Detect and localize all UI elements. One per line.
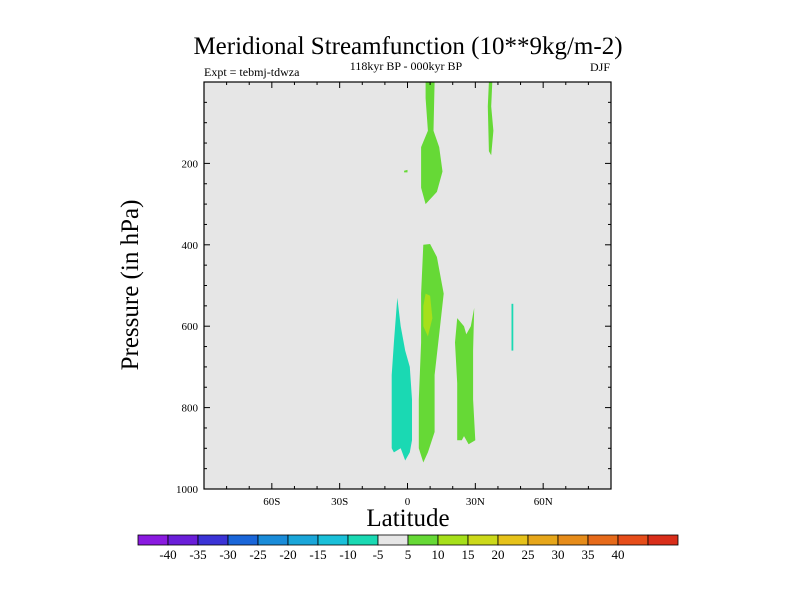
colorbar-label: 35 — [582, 547, 595, 562]
contour-region-sh-lower-negative — [391, 297, 412, 461]
colorbar-swatch — [377, 534, 409, 546]
x-axis-label: Latitude — [366, 505, 449, 532]
x-tick-label: 60N — [534, 496, 553, 508]
chart-title: Meridional Streamfunction (10**9kg/m-2) — [193, 33, 622, 60]
experiment-label: Expt = tebmj-tdwza — [204, 65, 300, 79]
colorbar-swatch — [227, 534, 259, 546]
colorbar-swatch — [257, 534, 289, 546]
colorbar-swatch — [137, 534, 169, 546]
y-axis-ticks: 200 400 600 800 1000 — [176, 81, 611, 496]
colorbar-swatch — [557, 534, 589, 546]
x-tick-label: 60S — [263, 496, 280, 508]
colorbar-label: -25 — [249, 547, 266, 562]
colorbar-label: -30 — [219, 547, 236, 562]
season-label: DJF — [590, 60, 610, 74]
x-tick-label: 0 — [405, 496, 411, 508]
contour-regions — [391, 82, 514, 463]
colorbar-swatch — [167, 534, 199, 546]
colorbar-label: -10 — [339, 547, 356, 562]
colorbar-swatch — [467, 534, 499, 546]
contour-region-upper-small-positive — [487, 82, 494, 156]
contour-region-nh-thin-negative — [511, 303, 514, 351]
y-tick-label: 600 — [182, 321, 199, 333]
colorbar-label: 25 — [522, 547, 535, 562]
y-tick-label: 200 — [182, 158, 199, 170]
x-tick-label: 30S — [331, 496, 348, 508]
colorbar-label: 5 — [405, 547, 412, 562]
chart-subtitle: 118kyr BP - 000kyr BP — [350, 59, 463, 73]
colorbar: -40 -35 -30 -25 -20 -15 -10 -5 5 10 15 20 25 30 35 40 — [137, 534, 679, 562]
colorbar-swatch — [407, 534, 439, 546]
colorbar-swatch — [617, 534, 649, 546]
colorbar-swatch — [317, 534, 349, 546]
colorbar-swatch — [287, 534, 319, 546]
colorbar-swatch — [497, 534, 529, 546]
colorbar-label: 30 — [552, 547, 565, 562]
y-tick-label: 800 — [182, 403, 199, 415]
x-tick-label: 30N — [466, 496, 485, 508]
colorbar-swatch — [647, 534, 679, 546]
colorbar-swatch — [587, 534, 619, 546]
contour-region-upper-tropical-positive — [421, 82, 443, 205]
colorbar-label: -20 — [279, 547, 296, 562]
colorbar-label: -40 — [159, 547, 176, 562]
y-tick-label: 1000 — [176, 484, 199, 496]
colorbar-label: 10 — [432, 547, 445, 562]
contour-region-nh-lower-positive — [455, 307, 476, 445]
y-axis-label: Pressure (in hPa) — [117, 200, 144, 371]
y-tick-label: 400 — [182, 240, 199, 252]
colorbar-swatch — [347, 534, 379, 546]
contour-region-speck-positive — [404, 169, 408, 173]
colorbar-label: -15 — [309, 547, 326, 562]
colorbar-swatch — [437, 534, 469, 546]
colorbar-label: 40 — [612, 547, 625, 562]
colorbar-label: -35 — [189, 547, 206, 562]
colorbar-label: -5 — [373, 547, 384, 562]
colorbar-label: 15 — [462, 547, 475, 562]
contour-region-mid-tropical-core — [423, 293, 433, 337]
colorbar-swatch — [527, 534, 559, 546]
plot-area: 200 400 600 800 1000 60S 30S 0 30N 60N — [176, 81, 612, 508]
x-axis-ticks: 60S 30S 0 30N 60N — [203, 82, 612, 508]
colorbar-swatch — [197, 534, 229, 546]
colorbar-label: 20 — [492, 547, 505, 562]
